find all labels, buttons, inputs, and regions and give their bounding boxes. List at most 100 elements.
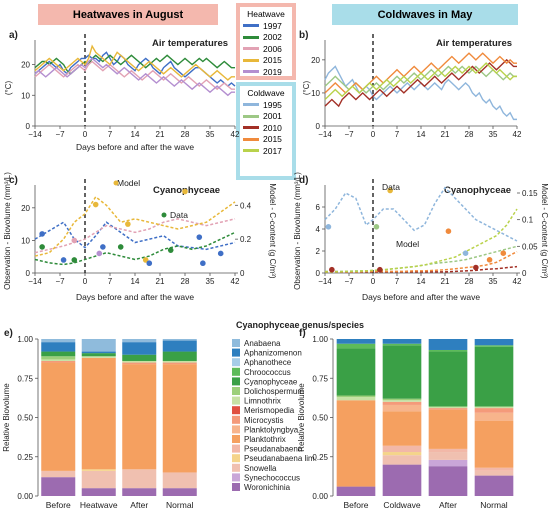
data-point — [462, 250, 469, 256]
bar-segment — [41, 477, 76, 496]
x-tick-label: 21 — [441, 277, 450, 286]
data-point — [196, 234, 203, 240]
heatwaves-header-text: Heatwaves in August — [72, 8, 184, 21]
heatwave-legend-title: Heatwave — [247, 9, 285, 19]
data-point — [96, 250, 103, 257]
y-tick-label: 0.25 — [312, 453, 328, 462]
y-tick-label: 0 — [26, 269, 31, 278]
y-right-tick-label: 0.05 — [522, 242, 538, 251]
bar-segment — [428, 448, 468, 453]
y-right-tick-label: 0.2 — [240, 235, 252, 244]
bar-segment — [474, 412, 514, 421]
panel-f: 0.00 0.25 0.50 0.75 1.00 Before Coldwave After N… — [297, 328, 514, 510]
y-tick-label: 0.50 — [312, 414, 328, 423]
category-label: After — [130, 500, 148, 510]
x-axis-label: Days before and after the wave — [76, 142, 194, 152]
data-point — [486, 257, 493, 263]
bar-segment — [41, 359, 76, 361]
data-point — [71, 237, 78, 244]
heatwave-legend-entry: 1997 — [243, 20, 289, 32]
x-tick-label: 28 — [465, 130, 474, 139]
bar-segment — [122, 469, 157, 489]
panel-d: −14 −7 0 7 14 21 28 35 420246d)Cyanophyceae00.05… — [293, 172, 549, 302]
panel-title: Air temperatures — [152, 38, 228, 49]
y-tick-label: 0.00 — [312, 492, 328, 501]
category-label: Heatwave — [80, 500, 118, 510]
legend-swatch — [232, 463, 240, 472]
panel-e: 0.00 0.25 0.50 0.75 1.00 Before Heatwave After N… — [2, 320, 364, 510]
bar-segment — [81, 353, 116, 357]
bar-segment — [336, 486, 376, 496]
x-tick-label: 42 — [513, 277, 522, 286]
panel-title: Air temperatures — [436, 38, 512, 49]
data-point — [377, 266, 383, 273]
bar-segment — [81, 339, 116, 352]
bar-segment — [122, 362, 157, 365]
legend-swatch — [232, 415, 240, 424]
data-point — [39, 244, 45, 250]
bar-segment — [382, 445, 422, 453]
data-point — [92, 201, 99, 208]
heatwave-legend-entry: 2006 — [243, 43, 289, 55]
series-line — [34, 57, 235, 97]
x-axis-label: Days before and after the wave — [76, 292, 194, 302]
model-line — [34, 221, 236, 251]
coldwave-legend-entry: 2017 — [243, 145, 289, 157]
bar-segment — [122, 488, 157, 496]
y-tick-label: 10 — [311, 89, 320, 98]
data-point — [117, 244, 124, 250]
y-axis-label: Observation - Biovolume (mm³/L) — [3, 172, 12, 290]
y-tick-label: 0.50 — [17, 414, 33, 423]
model-label: Model — [396, 239, 419, 249]
x-tick-label: 35 — [206, 130, 215, 139]
x-tick-label: 28 — [465, 277, 474, 286]
y-axis-label: Relative Biovolume — [297, 383, 306, 452]
bar-segment — [474, 406, 514, 409]
legend-swatch — [232, 483, 240, 491]
legend-swatch — [243, 149, 259, 153]
y-right-tick-label: 0.4 — [240, 201, 252, 210]
y-tick-label: 20 — [21, 204, 30, 213]
legend-label: 2010 — [263, 122, 282, 133]
data-point — [473, 264, 479, 271]
bar-segment — [474, 467, 514, 471]
y-right-tick-label: 0.1 — [522, 216, 534, 225]
bar-segment — [474, 339, 514, 346]
bar-segment — [81, 469, 116, 471]
legend-swatch — [232, 444, 240, 453]
bar-segment — [81, 357, 116, 470]
bar-segment — [428, 406, 468, 409]
y-tick-label: 1.00 — [312, 335, 328, 344]
series-line — [34, 44, 235, 81]
model-legend-dot — [113, 180, 119, 186]
legend-label: 1997 — [263, 20, 282, 31]
x-tick-label: −14 — [318, 130, 332, 139]
bar-segment — [81, 356, 116, 358]
series-line — [324, 58, 517, 108]
legend-swatch — [232, 406, 240, 415]
data-point — [100, 244, 106, 250]
bar-segment — [336, 395, 376, 398]
bar-segment — [122, 360, 157, 363]
model-line — [34, 195, 236, 257]
bar-segment — [122, 354, 157, 361]
bar-segment — [162, 339, 197, 341]
bar-segment — [41, 351, 76, 357]
bar-segment — [81, 351, 116, 354]
bar-segment — [428, 408, 468, 410]
series-line — [34, 60, 235, 91]
bar-segment — [41, 339, 76, 343]
legend-swatch — [232, 358, 240, 367]
data-point — [217, 250, 224, 257]
y-right-axis-label: Model - C-content (g C/m³) — [540, 183, 549, 278]
model-line — [34, 231, 236, 266]
legend-swatch — [232, 396, 240, 405]
legend-entry: Cyanophyceae — [244, 377, 298, 386]
category-label: Normal — [480, 500, 508, 510]
y-tick-label: 20 — [311, 56, 320, 65]
y-tick-label: 0 — [316, 269, 321, 278]
legend-entry: Pseudanabaena — [244, 445, 303, 454]
legend-swatch — [243, 137, 259, 141]
y-tick-label: 2 — [316, 247, 321, 256]
heatwaves-header: Heatwaves in August — [38, 4, 218, 25]
